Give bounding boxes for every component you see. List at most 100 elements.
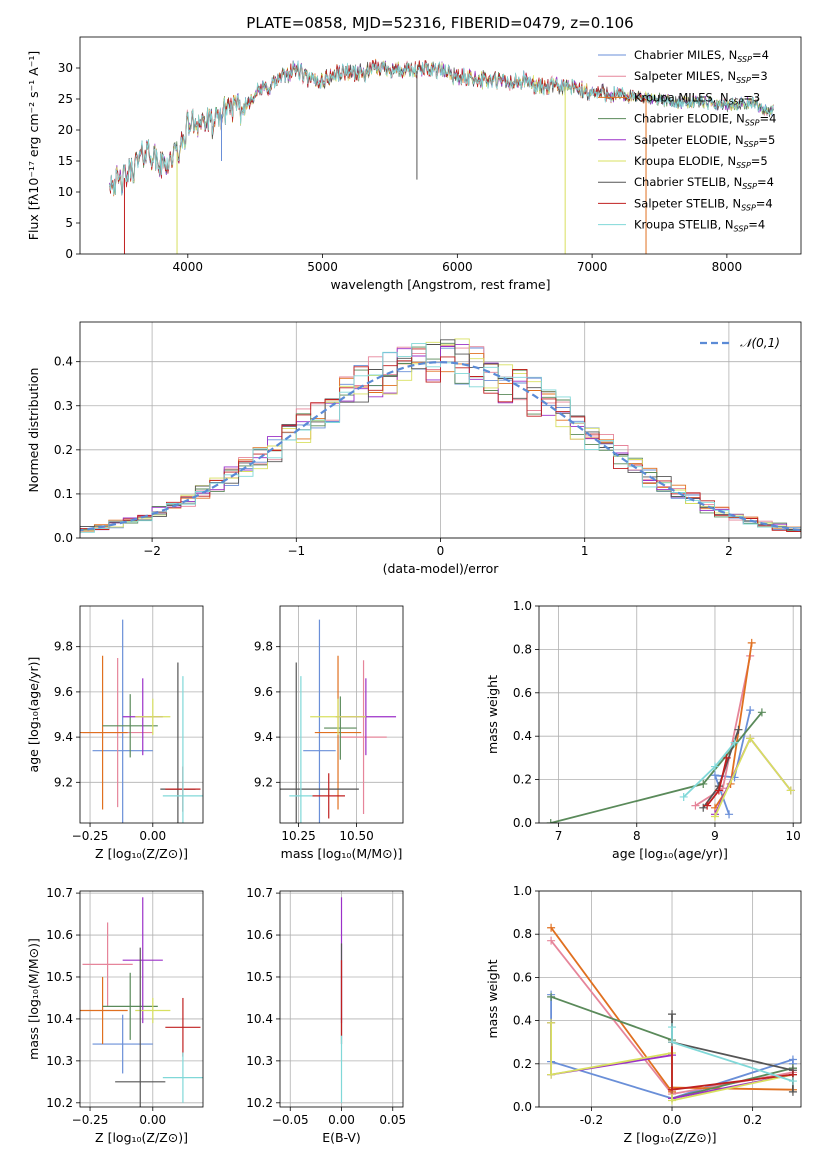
- x-tick-label: 1: [581, 544, 589, 558]
- x-tick-label: 2: [725, 544, 733, 558]
- y-tick-label: 0.0: [54, 531, 73, 545]
- mass-vs-Z-plot: [80, 897, 203, 1107]
- weight-marker: [788, 1087, 797, 1096]
- legend-entry: Kroupa MILES, NSSP=3: [634, 90, 760, 106]
- mass-vs-Z-panel: −0.25 0.00 10.2 10.3 10.4 10.5 10.6 10.7 Z [log₁…: [26, 886, 204, 1145]
- weight-marker: [699, 779, 708, 788]
- y-tick-label: 0.4: [54, 355, 73, 369]
- x-tick-label: 8: [633, 829, 641, 843]
- age-vs-Z-panel: −0.25 0.00 9.2 9.4 9.6 9.8 Z [log₁₀(Z/Z⊙)] age …: [26, 605, 204, 861]
- y-tick-label: 10.3: [246, 1054, 273, 1068]
- y-tick-label: 10.4: [46, 1012, 73, 1026]
- weight-marker: [746, 734, 755, 743]
- y-axis-label: mass weight: [485, 959, 500, 1038]
- y-axis-label: mass [log₁₀(M/M⊙)]: [26, 938, 41, 1060]
- age-vs-Z-plot: [80, 619, 203, 823]
- weight-marker: [679, 792, 688, 801]
- spectrum-legend: Chabrier MILES, NSSP=4 Salpeter MILES, NS…: [598, 48, 776, 234]
- weight-marker: [547, 992, 556, 1001]
- weight-marker: [546, 819, 555, 823]
- y-tick-label: 10: [58, 185, 73, 199]
- x-axis-label: age [log₁₀(age/yr)]: [612, 846, 728, 861]
- x-tick-label: 4000: [173, 260, 204, 274]
- legend-entry: 𝒩(0,1): [740, 336, 780, 350]
- x-axis-label: Z [log₁₀(Z/Z⊙)]: [95, 846, 188, 861]
- x-axis-label: mass [log₁₀(M/M⊙)]: [281, 846, 403, 861]
- legend-entry: Chabrier ELODIE, NSSP=4: [634, 112, 776, 128]
- y-tick-label: 20: [58, 123, 73, 137]
- axes-frame: [79, 321, 802, 539]
- axes-frame: [79, 890, 204, 1108]
- y-tick-label: 10.6: [46, 928, 73, 942]
- y-tick-label: 0.1: [54, 487, 73, 501]
- x-tick-label: 0.05: [379, 1113, 406, 1127]
- legend-entry: Chabrier STELIB, NSSP=4: [634, 175, 774, 191]
- y-tick-label: 0.8: [513, 642, 532, 656]
- x-tick-label: 8000: [712, 260, 743, 274]
- y-tick-label: 1.0: [513, 884, 532, 898]
- x-tick-label: −0.25: [72, 829, 109, 843]
- x-axis-label: E(B-V): [322, 1130, 361, 1145]
- x-tick-label: 5000: [307, 260, 338, 274]
- axes-frame: [279, 605, 404, 824]
- weight-marker: [710, 812, 719, 821]
- weight-vs-Z-panel: -0.2 0.0 0.2 0.0 0.2 0.4 0.6 0.8 1.0 Z [log₁₀(Z/Z…: [485, 884, 802, 1145]
- y-tick-label: 30: [58, 61, 73, 75]
- weight-marker: [668, 1023, 677, 1032]
- y-axis-label: mass weight: [485, 675, 500, 754]
- y-tick-label: 15: [58, 154, 73, 168]
- x-axis-label: Z [log₁₀(Z/Z⊙)]: [624, 1130, 717, 1145]
- x-tick-label: 0.0: [662, 1113, 681, 1127]
- spectrum-series-8: [109, 60, 774, 195]
- y-tick-label: 10.2: [46, 1096, 73, 1110]
- y-tick-label: 9.4: [54, 730, 73, 744]
- x-axis-label: wavelength [Angstrom, rest frame]: [330, 277, 550, 292]
- weight-marker: [747, 638, 756, 647]
- y-tick-label: 0.0: [513, 1100, 532, 1114]
- x-tick-label: 0: [437, 544, 445, 558]
- y-tick-label: 0.3: [54, 399, 73, 413]
- x-tick-label: 7000: [577, 260, 608, 274]
- x-tick-label: 0.00: [139, 1113, 166, 1127]
- legend-entry: Salpeter STELIB, NSSP=4: [634, 196, 773, 212]
- y-tick-label: 5: [65, 216, 73, 230]
- x-tick-label: 10.50: [339, 829, 373, 843]
- x-tick-label: −0.25: [72, 1113, 109, 1127]
- y-tick-label: 10.5: [46, 970, 73, 984]
- x-tick-label: 0.00: [139, 829, 166, 843]
- legend-entry: Salpeter ELODIE, NSSP=5: [634, 133, 775, 149]
- legend-entry: Kroupa STELIB, NSSP=4: [634, 218, 765, 234]
- weight-marker: [668, 1038, 677, 1047]
- y-tick-label: 10.4: [246, 1012, 273, 1026]
- y-tick-label: 0.2: [513, 1057, 532, 1071]
- weight-marker: [668, 1085, 677, 1094]
- y-tick-label: 0.2: [54, 443, 73, 457]
- figure-title: PLATE=0858, MJD=52316, FIBERID=0479, z=0…: [246, 14, 633, 32]
- axes-frame: [538, 890, 802, 1108]
- spectrum-panel: 4000 5000 6000 7000 8000 0 5 10 15 20 25 30 waveleng…: [26, 36, 802, 292]
- weight-vs-age-plot: [546, 638, 795, 823]
- y-tick-label: 9.6: [54, 685, 73, 699]
- weight-marker: [668, 1096, 677, 1105]
- weight-marker: [757, 708, 766, 717]
- legend-entry: Salpeter MILES, NSSP=3: [634, 69, 768, 85]
- axes-frame: [79, 605, 204, 824]
- x-tick-label: −1: [287, 544, 305, 558]
- weight-marker: [668, 1010, 677, 1019]
- y-tick-label: 0.0: [513, 816, 532, 830]
- y-tick-label: 9.4: [254, 730, 273, 744]
- weight-marker: [722, 753, 731, 762]
- weight-marker: [725, 810, 734, 819]
- y-tick-label: 0.4: [513, 729, 532, 743]
- x-tick-label: 7: [555, 829, 563, 843]
- x-tick-label: 10: [786, 829, 801, 843]
- weight-vs-age-panel: 7 8 9 10 0.0 0.2 0.4 0.6 0.8 1.0 age [log₁₀(age/yr…: [485, 599, 802, 861]
- age-vs-mass-panel: 10.25 10.50 9.2 9.4 9.6 9.8 mass [log₁₀(M/M⊙)]: [254, 605, 404, 861]
- weight-marker: [710, 762, 719, 771]
- spectrum-plot: [109, 58, 774, 254]
- y-axis-label: Normed distribution: [26, 368, 41, 493]
- weight-vs-Z-plot: [547, 923, 797, 1105]
- weight-marker: [714, 786, 723, 795]
- legend-entry: Chabrier MILES, NSSP=4: [634, 48, 769, 64]
